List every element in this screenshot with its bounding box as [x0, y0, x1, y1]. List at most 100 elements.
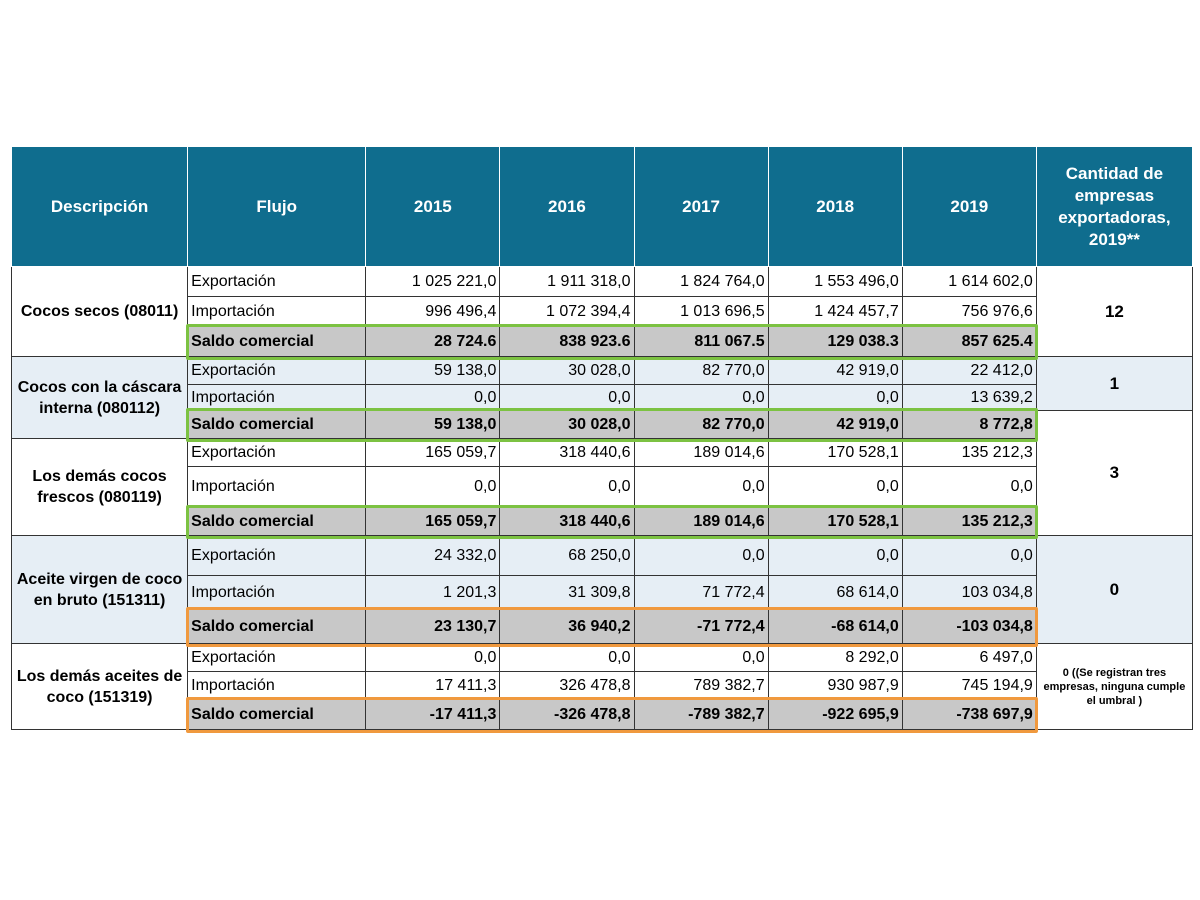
value-cell: -789 382,7	[633, 699, 769, 730]
value-cell: 17 411,3	[365, 671, 501, 700]
value-cell: 170 528,1	[767, 438, 903, 467]
header-descripcion: Descripción	[10, 146, 189, 267]
value-cell: 170 528,1	[767, 507, 903, 536]
table-row-saldo: Saldo comercial 165 059,7 318 440,6 189 …	[12, 507, 1193, 536]
header-year: 2018	[767, 146, 903, 267]
value-cell: 82 770,0	[633, 356, 769, 385]
value-cell: 22 412,0	[901, 356, 1037, 385]
value-cell: 8 772,8	[901, 410, 1037, 439]
table-row-saldo: Saldo comercial 28 724.6 838 923.6 811 0…	[12, 326, 1193, 357]
value-cell: 103 034,8	[901, 575, 1037, 610]
value-cell: -738 697,9	[901, 699, 1037, 730]
value-cell: 31 309,8	[499, 575, 635, 610]
product-description: Aceite virgen de coco en bruto (151311)	[10, 535, 189, 644]
header-year: 2015	[365, 146, 501, 267]
value-cell: 0,0	[365, 466, 501, 508]
value-cell: 6 497,0	[901, 643, 1037, 672]
value-cell: 135 212,3	[901, 507, 1037, 536]
exporter-count: 12	[1035, 266, 1194, 357]
header-year: 2016	[499, 146, 635, 267]
table-row: Los demás cocos frescos (080119) Exporta…	[10, 438, 1193, 536]
value-cell: 1 072 394,4	[499, 296, 635, 327]
value-cell: 857 625.4	[901, 326, 1037, 357]
exporter-count: 0 ((Se registran tres empresas, ninguna …	[1035, 643, 1194, 730]
value-cell: 996 496,4	[365, 296, 501, 327]
value-cell: 189 014,6	[633, 507, 769, 536]
flow-label: Importación	[187, 671, 367, 700]
value-cell: 811 067.5	[633, 326, 769, 357]
value-cell: 59 138,0	[365, 356, 501, 385]
value-cell: 0,0	[499, 643, 635, 672]
value-cell: 42 919,0	[767, 356, 903, 385]
flow-label: Exportación	[187, 438, 367, 467]
header-year: 2019	[901, 146, 1037, 267]
value-cell: 1 025 221,0	[365, 266, 501, 297]
table-row-saldo: Saldo comercial -17 411,3 -326 478,8 -78…	[12, 699, 1193, 730]
flow-label: Importación	[187, 384, 367, 411]
value-cell: 1 424 457,7	[767, 296, 903, 327]
flow-label: Importación	[187, 296, 367, 327]
flow-label: Exportación	[187, 535, 367, 576]
exporter-count: 0	[1035, 535, 1194, 644]
value-cell: 68 614,0	[767, 575, 903, 610]
flow-label: Importación	[187, 466, 367, 508]
flow-label: Exportación	[187, 356, 367, 385]
value-cell: 0,0	[633, 643, 769, 672]
trade-table-container: Descripción Flujo 2015 2016 2017 2018 20…	[10, 146, 1194, 730]
product-description: Cocos secos (08011)	[10, 266, 189, 357]
header-cantidad: Cantidad de empresas exportadoras, 2019*…	[1035, 146, 1194, 267]
value-cell: 1 013 696,5	[633, 296, 769, 327]
table-row: Cocos con la cáscara interna (080112) Ex…	[10, 356, 1194, 439]
table-row: Los demás aceites de coco (151319) Expor…	[10, 643, 1194, 730]
value-cell: 0,0	[633, 384, 769, 411]
value-cell: -17 411,3	[365, 699, 501, 730]
value-cell: 165 059,7	[365, 438, 501, 467]
value-cell: 0,0	[901, 466, 1037, 508]
exporter-count: 1	[1035, 356, 1194, 411]
value-cell: -71 772,4	[633, 609, 769, 644]
value-cell: 0,0	[633, 535, 769, 576]
table-row: Importación 17 411,3 326 478,8 789 382,7…	[12, 671, 1193, 700]
value-cell: 165 059,7	[365, 507, 501, 536]
value-cell: 0,0	[901, 535, 1037, 576]
value-cell: 8 292,0	[767, 643, 903, 672]
table-row: Importación 0,0 0,0 0,0 0,0 13 639,2	[12, 384, 1193, 411]
flow-label: Importación	[187, 575, 367, 610]
table-row: Cocos secos (08011) Exportación 1 025 22…	[10, 266, 1194, 357]
product-description: Cocos con la cáscara interna (080112)	[10, 356, 189, 439]
value-cell: 756 976,6	[901, 296, 1037, 327]
header-flujo: Flujo	[187, 146, 367, 267]
table-row-saldo: Saldo comercial 59 138,0 30 028,0 82 770…	[12, 410, 1194, 536]
value-cell: 930 987,9	[767, 671, 903, 700]
value-cell: 30 028,0	[499, 410, 635, 439]
header-row: Descripción Flujo 2015 2016 2017 2018 20…	[10, 146, 1194, 267]
header-year: 2017	[633, 146, 769, 267]
value-cell: -326 478,8	[499, 699, 635, 730]
flow-label: Saldo comercial	[187, 507, 367, 536]
value-cell: 42 919,0	[767, 410, 903, 439]
value-cell: -68 614,0	[767, 609, 903, 644]
exporter-count: 3	[1035, 410, 1194, 536]
value-cell: 68 250,0	[499, 535, 635, 576]
table-row: Importación 0,0 0,0 0,0 0,0 0,0	[12, 466, 1193, 508]
value-cell: 129 038.3	[767, 326, 903, 357]
value-cell: 0,0	[499, 384, 635, 411]
value-cell: 0,0	[767, 466, 903, 508]
value-cell: -103 034,8	[901, 609, 1037, 644]
flow-label: Saldo comercial	[187, 699, 367, 730]
flow-label: Saldo comercial	[187, 410, 367, 439]
value-cell: 24 332,0	[365, 535, 501, 576]
value-cell: 1 911 318,0	[499, 266, 635, 297]
value-cell: 189 014,6	[633, 438, 769, 467]
value-cell: 0,0	[365, 384, 501, 411]
value-cell: 23 130,7	[365, 609, 501, 644]
value-cell: 1 201,3	[365, 575, 501, 610]
value-cell: 82 770,0	[633, 410, 769, 439]
value-cell: 326 478,8	[499, 671, 635, 700]
table-row: Aceite virgen de coco en bruto (151311) …	[10, 535, 1194, 644]
value-cell: 0,0	[767, 535, 903, 576]
value-cell: 135 212,3	[901, 438, 1037, 467]
value-cell: 745 194,9	[901, 671, 1037, 700]
value-cell: 1 553 496,0	[767, 266, 903, 297]
table-row-saldo: Saldo comercial 23 130,7 36 940,2 -71 77…	[12, 609, 1193, 644]
